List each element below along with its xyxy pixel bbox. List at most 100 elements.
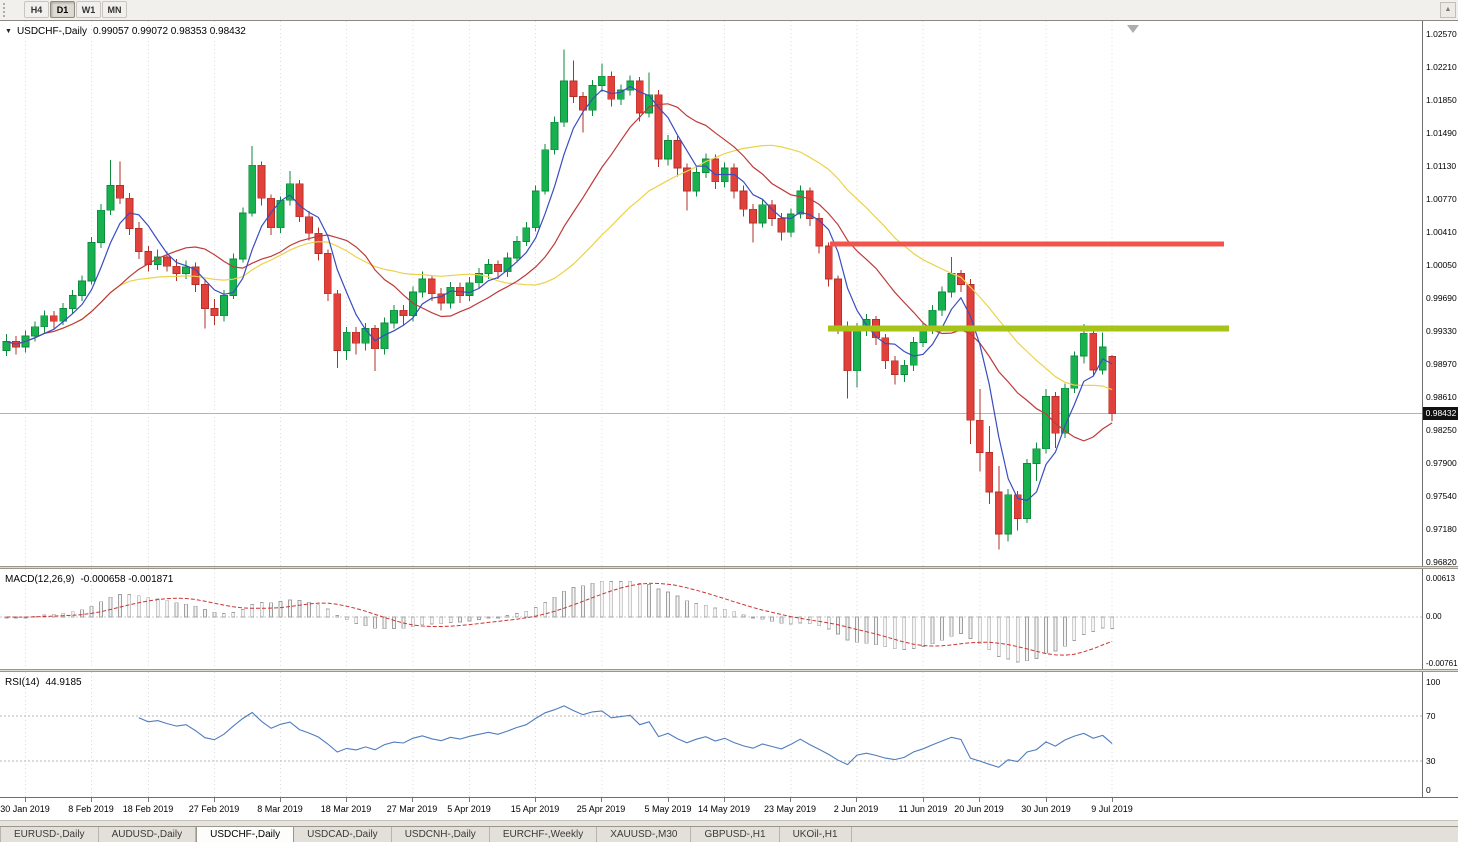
candle (805, 187, 814, 226)
macd-histogram-bar (221, 613, 226, 618)
macd-histogram-bar (297, 600, 302, 618)
timeframe-d1-button[interactable]: D1 (50, 1, 75, 18)
macd-histogram-bar (392, 616, 396, 629)
macd-histogram-bar (751, 616, 755, 619)
timeframe-h4-button[interactable]: H4 (24, 1, 49, 18)
macd-histogram-bar (439, 616, 444, 625)
one-click-trading-arrow-icon[interactable]: ▼ (5, 28, 12, 35)
macd-histogram-bar (1025, 616, 1029, 662)
candle (975, 389, 984, 472)
macd-histogram-bar (184, 603, 188, 618)
candlestick-chart[interactable] (0, 21, 1422, 567)
macd-histogram-bar (307, 601, 311, 618)
candle (418, 271, 427, 298)
chart-tab-gbpusd-h1[interactable]: GBPUSD-,H1 (691, 827, 780, 842)
candle (352, 326, 361, 355)
macd-label: MACD(12,26,9) (5, 574, 75, 585)
time-axis-tick (535, 798, 536, 802)
candle (1042, 389, 1050, 454)
macd-histogram-bar (61, 612, 66, 618)
macd-histogram-bar (288, 599, 292, 618)
candle (947, 257, 956, 298)
macd-histogram-bar (89, 605, 94, 618)
macd-panel[interactable]: MACD(12,26,9) -0.000658 -0.001871 0.00613… (0, 569, 1458, 669)
candle (626, 75, 635, 96)
price-scale-label: 1.02570 (1426, 29, 1457, 39)
macd-histogram-bar (685, 600, 689, 618)
macd-histogram-bar (959, 616, 963, 634)
chart-shift-marker-icon[interactable] (1127, 25, 1139, 33)
chart-title: ▼ USDCHF-,Daily 0.99057 0.99072 0.98353 0.… (5, 26, 246, 37)
macd-histogram-bar (420, 616, 425, 626)
macd-histogram-bar (127, 594, 132, 618)
price-scale-label: 1.00770 (1426, 194, 1457, 204)
macd-chart[interactable] (0, 569, 1422, 669)
timeframe-w1-button[interactable]: W1 (76, 1, 101, 18)
candle (834, 275, 842, 335)
rsi-scale[interactable]: 100 70 30 0 (1422, 672, 1458, 797)
price-scale[interactable]: 0.98432 1.02570 1.02210 1.01850 1.01490 1.01… (1422, 21, 1458, 567)
candle (938, 286, 946, 316)
panel-splitter[interactable] (0, 566, 1458, 569)
toolbar-scroll-up-icon[interactable]: ▲ (1440, 2, 1456, 18)
chart-tab-usdchf-daily[interactable]: USDCHF-,Daily (196, 827, 295, 842)
chart-tab-ukoil-h1[interactable]: UKOil-,H1 (780, 827, 852, 842)
price-scale-label: 0.98970 (1426, 359, 1457, 369)
time-axis-label: 30 Jan 2019 (0, 804, 50, 814)
price-scale-label: 1.00050 (1426, 260, 1457, 270)
chart-tab-eurusd-daily[interactable]: EURUSD-,Daily (0, 827, 99, 842)
time-axis-label: 27 Mar 2019 (386, 804, 438, 814)
macd-histogram-bar (486, 616, 491, 619)
time-axis[interactable]: 30 Jan 2019 8 Feb 2019 18 Feb 2019 27 Feb 2… (0, 797, 1458, 820)
panel-splitter[interactable] (0, 669, 1458, 672)
price-scale-label: 0.99330 (1426, 326, 1457, 336)
candle (569, 60, 578, 103)
candle (1023, 458, 1031, 524)
macd-histogram-bar (892, 616, 897, 650)
macd-histogram-bar (165, 600, 170, 618)
toolbar-grip-icon[interactable] (3, 3, 9, 17)
candle (97, 203, 105, 248)
ma-line-13 (6, 103, 1113, 442)
candle (1004, 489, 1013, 542)
macd-histogram-bar (231, 612, 236, 618)
chart-tab-xauusd-m30[interactable]: XAUUSD-,M30 (597, 827, 692, 842)
macd-histogram-bar (1081, 616, 1086, 635)
price-scale-label: 0.98610 (1426, 392, 1457, 402)
macd-histogram-bar (1110, 616, 1115, 629)
candle (342, 326, 351, 360)
candle (286, 170, 294, 206)
chart-tab-usdcad-daily[interactable]: USDCAD-,Daily (294, 827, 392, 842)
chart-tab-audusd-daily[interactable]: AUDUSD-,Daily (99, 827, 197, 842)
macd-histogram-bar (647, 584, 651, 618)
macd-scale[interactable]: 0.00613 0.00 -0.00761 (1422, 569, 1458, 669)
time-axis-label: 2 Jun 2019 (833, 804, 879, 814)
rsi-chart[interactable] (0, 672, 1422, 797)
candle (900, 359, 909, 382)
chart-tab-eurchf-weekly[interactable]: EURCHF-,Weekly (490, 827, 598, 842)
candle (12, 335, 20, 355)
rsi-panel[interactable]: RSI(14) 44.9185 100 70 30 0 (0, 672, 1458, 797)
horizontal-scrollbar[interactable] (0, 820, 1458, 827)
candle (692, 167, 701, 197)
timeframe-mn-button[interactable]: MN (102, 1, 127, 18)
macd-histogram-bar (968, 616, 973, 639)
candle (1070, 351, 1079, 393)
candle (106, 159, 115, 215)
main-chart-panel[interactable]: ▼ USDCHF-,Daily 0.99057 0.99072 0.98353 0.… (0, 20, 1458, 567)
time-axis-tick (601, 798, 602, 802)
candle (399, 304, 408, 325)
time-axis-tick (214, 798, 215, 802)
macd-signal-line (6, 582, 1113, 656)
candle (512, 235, 521, 263)
time-axis-tick (724, 798, 725, 802)
macd-histogram-bar (316, 604, 321, 618)
candle (749, 203, 757, 243)
chart-tab-usdcnh-daily[interactable]: USDCNH-,Daily (392, 827, 490, 842)
candle (456, 282, 465, 303)
macd-histogram-bar (713, 607, 718, 618)
candle (437, 288, 446, 311)
macd-histogram-bar (1034, 616, 1039, 659)
macd-histogram-bar (524, 610, 529, 618)
candle (210, 299, 219, 325)
